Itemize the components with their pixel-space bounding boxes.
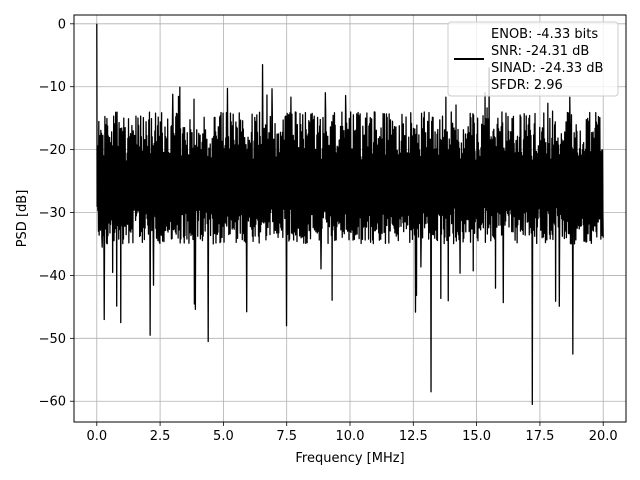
y-tick-label: 0 [58,17,66,32]
x-tick-label: 5.0 [213,429,234,444]
legend-sinad: SINAD: -24.33 dB [491,61,603,76]
y-tick-label: −40 [39,269,66,284]
x-axis-ticks: 0.0 2.5 5.0 7.5 10.0 12.5 15.0 17.5 20.0 [86,422,618,444]
legend-snr: SNR: -24.31 dB [491,44,589,59]
y-axis-label: PSD [dB] [15,190,30,248]
legend: ENOB: -4.33 bits SNR: -24.31 dB SINAD: -… [447,21,619,97]
y-tick-label: −30 [39,206,66,221]
y-tick-label: −60 [39,395,66,410]
y-tick-label: −10 [39,80,66,95]
legend-enob: ENOB: -4.33 bits [491,27,598,42]
x-tick-label: 15.0 [462,429,491,444]
legend-sfdr: SFDR: 2.96 [491,78,563,93]
x-tick-label: 0.0 [86,429,107,444]
psd-line [96,23,604,406]
x-tick-label: 2.5 [150,429,171,444]
x-tick-label: 12.5 [399,429,428,444]
y-tick-label: −20 [39,143,66,158]
y-tick-label: −50 [39,332,66,347]
psd-series [96,23,604,406]
x-tick-label: 17.5 [525,429,554,444]
x-tick-label: 20.0 [589,429,618,444]
x-tick-label: 10.0 [336,429,365,444]
legend-box [447,21,619,97]
x-tick-label: 7.5 [276,429,297,444]
y-axis-ticks: 0 −10 −20 −30 −40 −50 −60 [39,17,74,410]
x-axis-label: Frequency [MHz] [295,451,404,466]
